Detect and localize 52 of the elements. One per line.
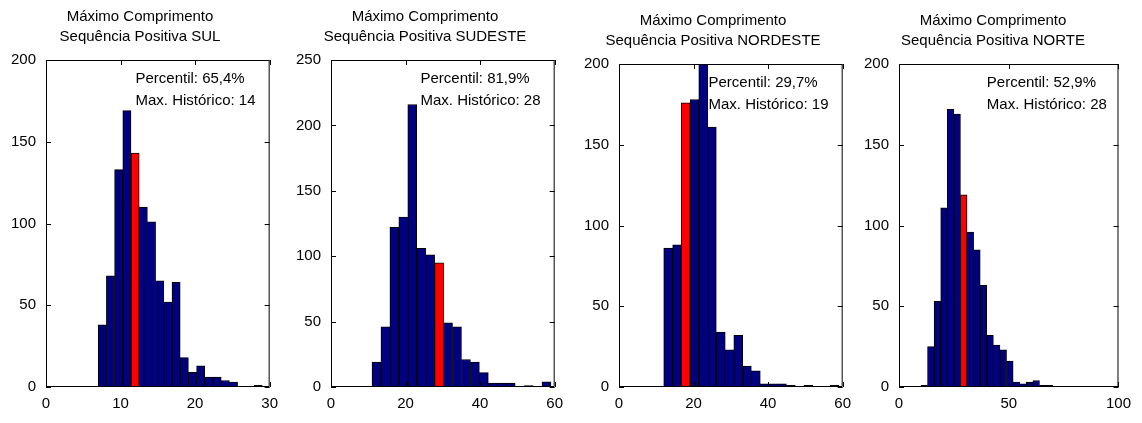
x-tick-label: 60 bbox=[834, 394, 851, 412]
y-tick-label: 200 bbox=[295, 115, 321, 133]
x-tick-label: 20 bbox=[685, 394, 702, 412]
x-tick-label: 0 bbox=[894, 394, 904, 412]
x-tick-label: 0 bbox=[41, 394, 51, 412]
chart-subtitle: Sequência Positiva NORDESTE bbox=[605, 31, 821, 49]
x-tick-label: 10 bbox=[112, 394, 129, 412]
x-tick-label: 50 bbox=[1000, 394, 1018, 412]
chart-title: Máximo Comprimento bbox=[66, 7, 214, 25]
y-tick-label: 100 bbox=[295, 246, 321, 264]
y-tick-label: 100 bbox=[583, 215, 609, 233]
chart-subtitle: Sequência Positiva SUDESTE bbox=[323, 27, 527, 45]
x-tick-label: 60 bbox=[546, 394, 563, 412]
annotation: Percentil: 29,7% bbox=[708, 73, 818, 91]
annotation: Percentil: 65,4% bbox=[135, 69, 245, 87]
x-tick-label: 40 bbox=[471, 394, 489, 412]
y-tick-label: 200 bbox=[583, 54, 609, 72]
x-tick-label: 0 bbox=[614, 394, 624, 412]
y-tick-label: 0 bbox=[880, 377, 889, 395]
y-tick-label: 50 bbox=[304, 311, 321, 329]
x-tick-label: 40 bbox=[759, 394, 777, 412]
chart-title: Máximo Comprimento bbox=[919, 11, 1067, 29]
y-tick-label: 250 bbox=[295, 50, 321, 68]
y-tick-label: 200 bbox=[10, 50, 36, 68]
annotation: Max. Histórico: 28 bbox=[986, 95, 1107, 113]
chart-subtitle: Sequência Positiva SUL bbox=[59, 27, 221, 45]
y-tick-label: 200 bbox=[863, 54, 889, 72]
x-tick-label: 100 bbox=[1105, 394, 1131, 412]
y-tick-label: 150 bbox=[583, 134, 609, 152]
y-tick-label: 0 bbox=[27, 377, 36, 395]
x-tick-label: 20 bbox=[397, 394, 414, 412]
x-tick-label: 0 bbox=[326, 394, 336, 412]
chart-title: Máximo Comprimento bbox=[351, 7, 499, 25]
y-tick-label: 150 bbox=[863, 134, 889, 152]
y-tick-label: 50 bbox=[592, 296, 609, 314]
y-tick-label: 100 bbox=[863, 215, 889, 233]
y-tick-label: 150 bbox=[10, 131, 36, 149]
x-tick-label: 20 bbox=[186, 394, 204, 412]
x-tick-label: 30 bbox=[261, 394, 278, 412]
y-tick-label: 150 bbox=[295, 180, 321, 198]
y-tick-label: 50 bbox=[19, 295, 36, 313]
annotation: Max. Histórico: 19 bbox=[708, 95, 829, 113]
y-tick-label: 100 bbox=[10, 213, 36, 231]
annotation: Max. Histórico: 14 bbox=[135, 91, 256, 109]
annotation: Percentil: 81,9% bbox=[420, 69, 530, 87]
y-tick-label: 0 bbox=[600, 377, 609, 395]
annotation: Percentil: 52,9% bbox=[986, 73, 1097, 91]
annotation: Max. Histórico: 28 bbox=[420, 91, 541, 109]
chart-title: Máximo Comprimento bbox=[639, 11, 787, 29]
y-tick-label: 0 bbox=[312, 377, 321, 395]
chart-subtitle: Sequência Positiva NORTE bbox=[901, 31, 1085, 49]
y-tick-label: 50 bbox=[872, 296, 889, 314]
